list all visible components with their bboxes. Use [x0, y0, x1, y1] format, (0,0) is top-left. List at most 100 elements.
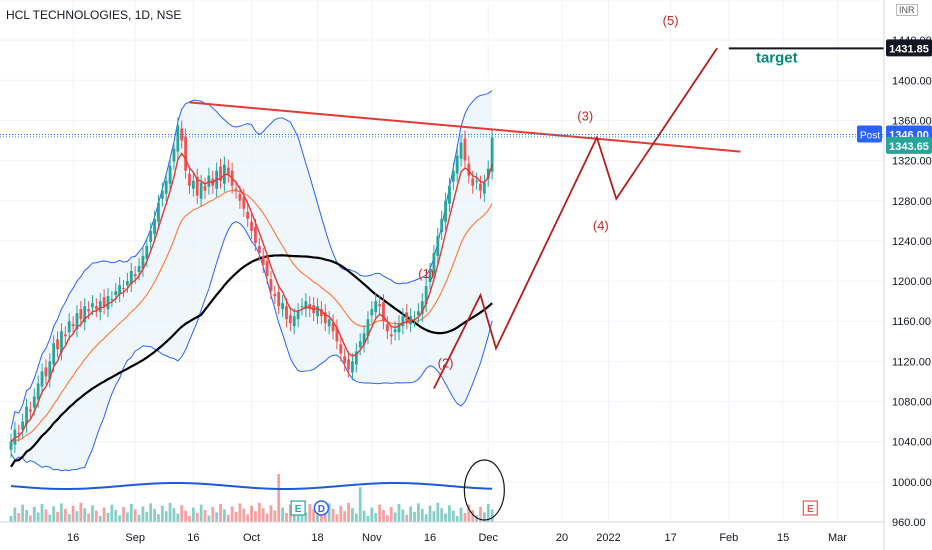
candle-body — [71, 324, 75, 327]
candle-body — [98, 301, 102, 313]
candle-body — [157, 202, 160, 222]
volume-bar — [424, 514, 428, 522]
candle-body — [122, 288, 125, 290]
x-tick-label: 16 — [67, 532, 79, 544]
volume-bar — [292, 510, 296, 522]
volume-bar — [405, 514, 409, 522]
volume-bar — [351, 508, 354, 522]
volume-bar — [25, 510, 28, 522]
volume-bar — [331, 508, 335, 522]
volume-bar — [393, 512, 397, 522]
volume-bar — [149, 503, 153, 522]
volume-bar — [168, 502, 172, 522]
volume-bar — [164, 511, 168, 522]
volume-bar — [382, 510, 385, 522]
volume-bar — [114, 510, 118, 522]
volume-bar — [486, 504, 490, 522]
candle-body — [486, 168, 490, 179]
candle-body — [234, 188, 238, 191]
candle-body — [285, 306, 288, 320]
volume-bar — [335, 514, 339, 522]
volume-bar — [323, 511, 327, 522]
candle-body — [52, 343, 56, 365]
candle-body — [292, 316, 296, 327]
y-tick-label: 1360.00 — [892, 115, 932, 127]
candle-body — [191, 180, 195, 189]
candle-body — [110, 299, 114, 301]
volume-bar — [40, 504, 44, 522]
candle-body — [188, 173, 191, 186]
x-tick-label: 18 — [311, 532, 323, 544]
volume-bar — [13, 507, 17, 522]
x-tick-label: Mar — [828, 532, 847, 544]
candle-body — [254, 226, 257, 243]
x-tick-label: Feb — [719, 532, 738, 544]
candle-body — [141, 255, 145, 270]
volume-bar — [160, 505, 164, 522]
candle-body — [459, 142, 463, 159]
volume-bar — [366, 516, 370, 522]
volume-bar — [417, 503, 420, 522]
volume-bar — [223, 509, 226, 522]
volume-bar — [448, 505, 451, 522]
currency-label: INR — [896, 4, 918, 16]
volume-bar — [52, 506, 56, 522]
y-tick-label: 1080.00 — [892, 397, 932, 409]
volume-bar — [471, 510, 475, 522]
candle-body — [126, 281, 129, 286]
candle-body — [444, 200, 447, 222]
candle-body — [374, 301, 378, 313]
candle-body — [180, 128, 184, 141]
volume-bar — [110, 504, 114, 522]
volume-bar — [87, 513, 90, 522]
bollinger-upper — [10, 90, 493, 430]
dividend-marker — [313, 500, 330, 516]
resistance-trendline — [189, 101, 741, 153]
candle-body — [67, 321, 71, 333]
volume-bar — [211, 507, 215, 522]
volume-bar — [432, 511, 436, 522]
candle-body — [378, 304, 381, 307]
volume-bar — [203, 510, 207, 522]
candle-body — [250, 221, 253, 231]
candle-body — [389, 334, 393, 337]
target-label: target — [756, 49, 798, 66]
volume-bar — [358, 487, 362, 522]
candle-body — [176, 125, 180, 152]
volume-bar — [285, 513, 288, 522]
candle-body — [440, 218, 444, 232]
volume-bar — [428, 505, 432, 522]
candle-body — [281, 303, 284, 310]
volume-bar — [354, 513, 358, 522]
candle-body — [354, 351, 358, 365]
volume-ma-line — [10, 481, 493, 491]
volume-bar — [141, 506, 145, 522]
volume-bar — [250, 505, 253, 522]
volume-bar — [479, 507, 482, 522]
candle-body — [48, 361, 52, 380]
candle-body — [91, 303, 94, 308]
candle-body — [370, 309, 374, 316]
candle-body — [238, 193, 242, 201]
y-tick-label: 1200.00 — [892, 276, 932, 288]
y-tick-label: 1000.00 — [892, 477, 932, 489]
candle-body — [277, 292, 281, 307]
price-tag-label: 1431.85 — [889, 43, 929, 55]
y-tick-label: 1400.00 — [892, 75, 932, 87]
volume-bar — [238, 503, 242, 522]
candle-body — [265, 261, 269, 277]
candle-body — [471, 178, 475, 186]
volume-bar — [56, 511, 59, 522]
volume-bar — [102, 507, 106, 522]
volume-bar — [339, 505, 343, 522]
x-tick-label: 16 — [187, 532, 199, 544]
candle-body — [56, 339, 59, 350]
volume-bar — [145, 511, 149, 522]
volume-bar — [60, 503, 63, 522]
volume-bar — [29, 515, 32, 522]
bollinger-fill — [11, 90, 493, 471]
y-tick-label: 1160.00 — [892, 316, 931, 328]
candle-body — [246, 211, 250, 219]
event-marker-label: D — [318, 504, 325, 515]
